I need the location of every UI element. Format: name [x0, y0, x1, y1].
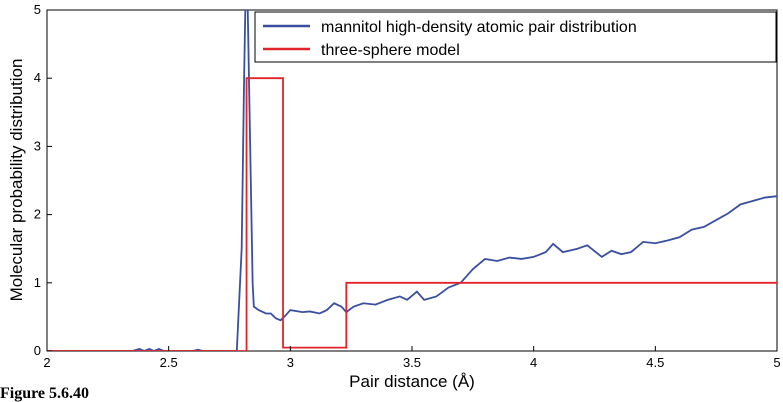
series-line — [47, 10, 777, 351]
x-axis-label: Pair distance (Å) — [349, 372, 475, 391]
x-tick-label: 4.5 — [646, 355, 664, 370]
y-tick-label: 1 — [34, 275, 41, 290]
x-tick-label: 3.5 — [403, 355, 421, 370]
y-tick-label: 0 — [34, 343, 41, 358]
y-axis-label: Molecular probability distribution — [7, 59, 26, 302]
figure-caption: Figure 5.6.40 — [0, 385, 89, 402]
plot-lines — [47, 10, 777, 351]
legend-label: mannitol high-density atomic pair distri… — [321, 19, 637, 36]
x-tick-label: 2 — [43, 355, 50, 370]
y-tick-label: 4 — [34, 70, 41, 85]
x-tick-label: 3 — [287, 355, 294, 370]
series-line — [47, 77, 777, 351]
y-tick-label: 2 — [34, 207, 41, 222]
legend-label: three-sphere model — [321, 42, 460, 59]
x-tick-label: 5 — [773, 355, 780, 370]
x-tick-label: 2.5 — [160, 355, 178, 370]
y-tick-label: 3 — [34, 138, 41, 153]
y-tick-label: 5 — [34, 2, 41, 17]
legend-box — [254, 11, 777, 63]
x-tick-label: 4 — [530, 355, 537, 370]
